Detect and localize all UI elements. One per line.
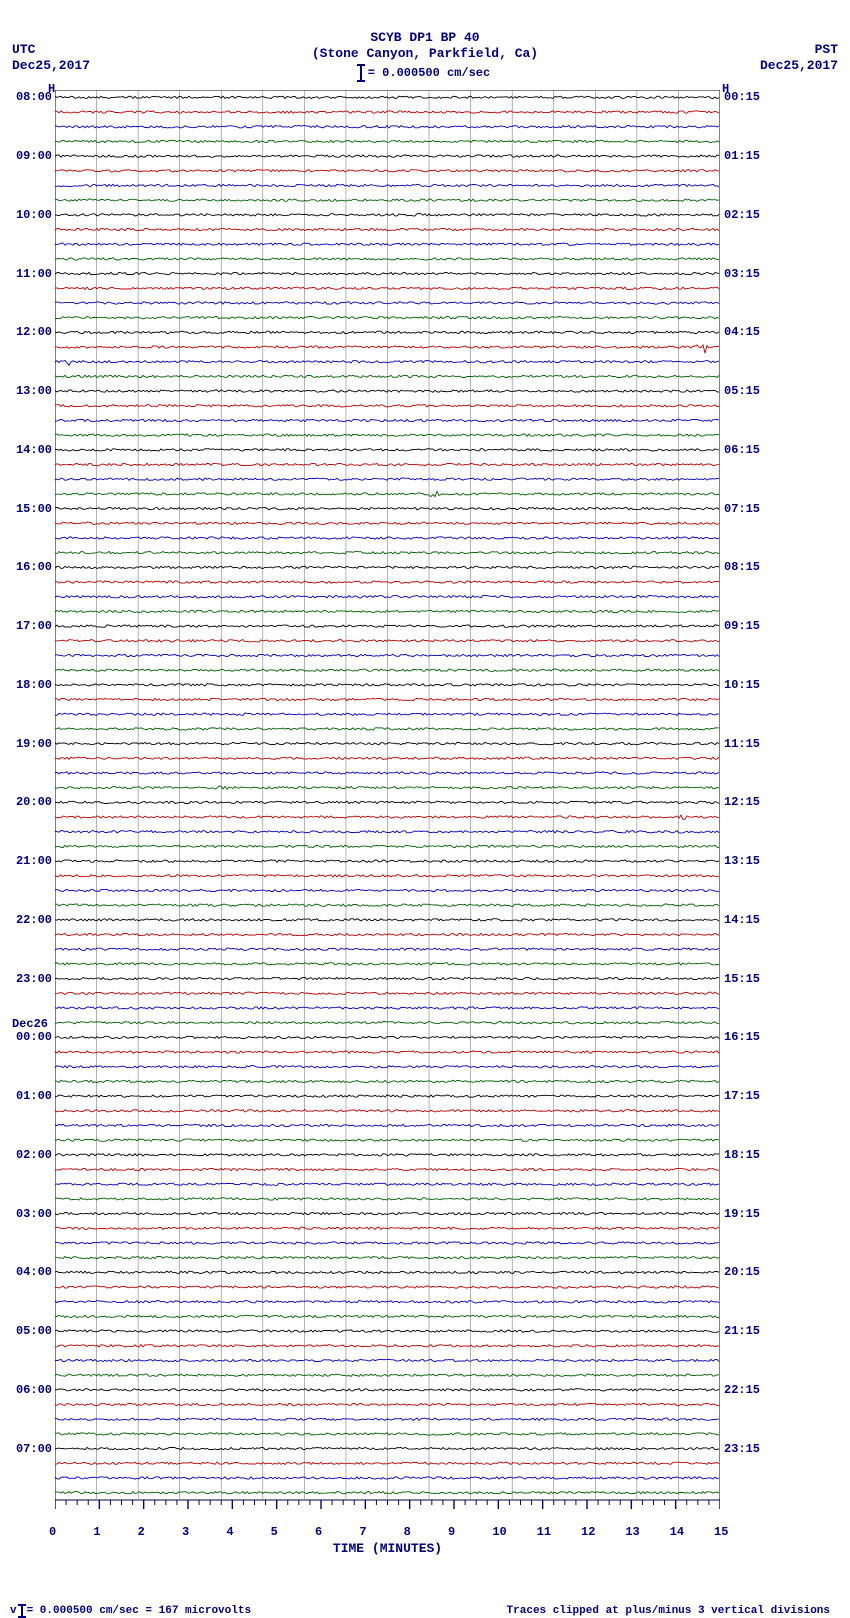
- left-time-label: 19:00: [16, 737, 52, 751]
- left-time-label: 01:00: [16, 1089, 52, 1103]
- left-time-label: 14:00: [16, 443, 52, 457]
- x-tick-label: 0: [49, 1525, 56, 1539]
- left-time-label: 03:00: [16, 1207, 52, 1221]
- footer-left: v = 0.000500 cm/sec = 167 microvolts: [10, 1605, 251, 1617]
- scale-bar-icon: [360, 65, 362, 81]
- left-time-label: 10:00: [16, 208, 52, 222]
- title-line-2: (Stone Canyon, Parkfield, Ca): [0, 46, 850, 62]
- right-time-label: 16:15: [724, 1030, 760, 1044]
- right-time-label: 23:15: [724, 1442, 760, 1456]
- right-time-label: 12:15: [724, 795, 760, 809]
- right-time-label: 13:15: [724, 854, 760, 868]
- title-line-1: SCYB DP1 BP 40: [0, 30, 850, 46]
- corner-top-left: UTC Dec25,2017: [12, 42, 90, 73]
- left-time-label: 12:00: [16, 325, 52, 339]
- date-label-right: Dec25,2017: [760, 58, 838, 74]
- right-time-label: 05:15: [724, 384, 760, 398]
- scale-bar-icon: [21, 1605, 23, 1617]
- x-tick-label: 14: [670, 1525, 684, 1539]
- left-time-label: 06:00: [16, 1383, 52, 1397]
- right-time-label: 06:15: [724, 443, 760, 457]
- scale-text: = 0.000500 cm/sec: [368, 66, 490, 80]
- left-time-label: 08:00: [16, 90, 52, 104]
- tz-label-left: UTC: [12, 42, 90, 58]
- right-time-label: 15:15: [724, 972, 760, 986]
- x-tick-label: 5: [271, 1525, 278, 1539]
- right-time-label: 14:15: [724, 913, 760, 927]
- date-break-label: Dec26: [12, 1017, 48, 1031]
- chart-title: SCYB DP1 BP 40 (Stone Canyon, Parkfield,…: [0, 30, 850, 81]
- seismogram-plot: [55, 90, 720, 1500]
- left-time-label: 02:00: [16, 1148, 52, 1162]
- left-time-label: 21:00: [16, 854, 52, 868]
- x-tick-label: 7: [359, 1525, 366, 1539]
- x-axis-ticks: [55, 1500, 720, 1520]
- right-time-label: 10:15: [724, 678, 760, 692]
- x-tick-label: 11: [537, 1525, 551, 1539]
- left-time-label: 07:00: [16, 1442, 52, 1456]
- left-time-label: 00:00: [16, 1030, 52, 1044]
- x-axis-label: TIME (MINUTES): [55, 1541, 720, 1556]
- footer-prefix: v: [10, 1605, 17, 1617]
- right-time-label: 00:15: [724, 90, 760, 104]
- x-axis-numbers: 0123456789101112131415: [55, 1525, 720, 1539]
- right-time-label: 09:15: [724, 619, 760, 633]
- right-time-label: 18:15: [724, 1148, 760, 1162]
- left-time-label: 04:00: [16, 1265, 52, 1279]
- right-time-label: 08:15: [724, 560, 760, 574]
- right-time-label: 03:15: [724, 267, 760, 281]
- x-tick-label: 9: [448, 1525, 455, 1539]
- left-time-label: 13:00: [16, 384, 52, 398]
- x-tick-label: 3: [182, 1525, 189, 1539]
- left-time-label: 22:00: [16, 913, 52, 927]
- right-time-label: 11:15: [724, 737, 760, 751]
- x-tick-label: 12: [581, 1525, 595, 1539]
- left-time-label: 05:00: [16, 1324, 52, 1338]
- x-tick-label: 4: [226, 1525, 233, 1539]
- left-time-label: 16:00: [16, 560, 52, 574]
- right-time-label: 02:15: [724, 208, 760, 222]
- right-time-label: 20:15: [724, 1265, 760, 1279]
- right-time-label: 21:15: [724, 1324, 760, 1338]
- x-tick-label: 2: [138, 1525, 145, 1539]
- footer-right: Traces clipped at plus/minus 3 vertical …: [507, 1605, 830, 1617]
- date-label-left: Dec25,2017: [12, 58, 90, 74]
- x-tick-label: 15: [714, 1525, 728, 1539]
- right-time-label: 22:15: [724, 1383, 760, 1397]
- scale-indicator: = 0.000500 cm/sec: [0, 65, 850, 81]
- seismogram-svg: [55, 90, 720, 1500]
- x-axis: 0123456789101112131415 TIME (MINUTES): [55, 1500, 720, 1556]
- x-tick-label: 13: [625, 1525, 639, 1539]
- right-time-label: 04:15: [724, 325, 760, 339]
- left-time-label: 23:00: [16, 972, 52, 986]
- corner-top-right: PST Dec25,2017: [760, 42, 838, 73]
- tz-label-right: PST: [760, 42, 838, 58]
- right-time-label: 07:15: [724, 502, 760, 516]
- right-time-label: 01:15: [724, 149, 760, 163]
- left-time-label: 20:00: [16, 795, 52, 809]
- left-time-label: 11:00: [16, 267, 52, 281]
- x-tick-label: 6: [315, 1525, 322, 1539]
- right-time-label: 17:15: [724, 1089, 760, 1103]
- left-time-label: 18:00: [16, 678, 52, 692]
- footer-scale-text: = 0.000500 cm/sec = 167 microvolts: [27, 1605, 251, 1617]
- x-tick-label: 10: [492, 1525, 506, 1539]
- left-time-label: 17:00: [16, 619, 52, 633]
- x-tick-label: 1: [93, 1525, 100, 1539]
- left-time-label: 15:00: [16, 502, 52, 516]
- left-time-label: 09:00: [16, 149, 52, 163]
- x-tick-label: 8: [404, 1525, 411, 1539]
- right-time-label: 19:15: [724, 1207, 760, 1221]
